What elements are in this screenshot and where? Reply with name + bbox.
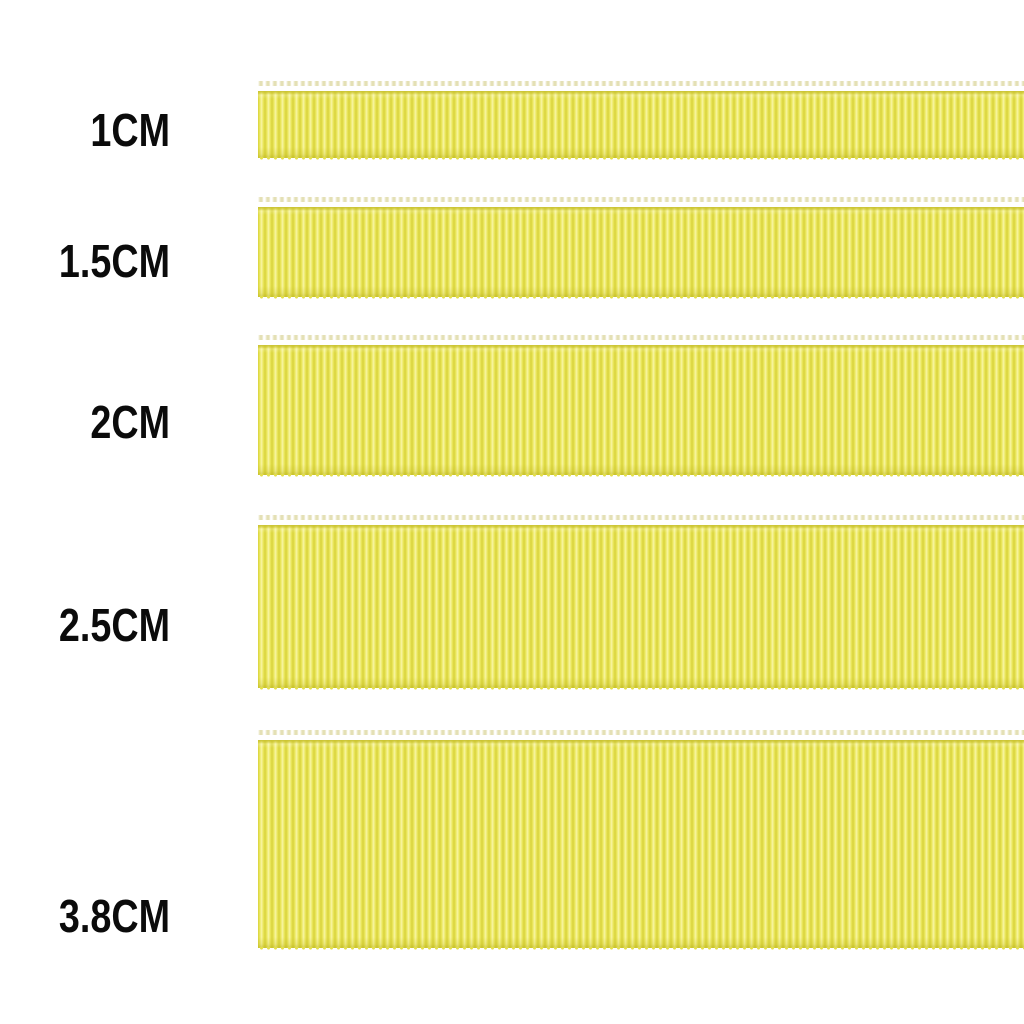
ribbon-swatch-2-5cm bbox=[258, 515, 1024, 692]
ribbon-width-label-2-5cm: 2.5CM bbox=[58, 599, 170, 651]
ribbon-width-label-2cm: 2CM bbox=[90, 396, 170, 448]
ribbon-swatch-3-8cm bbox=[258, 730, 1024, 952]
ribbon-swatch-2cm bbox=[258, 335, 1024, 479]
ribbon-width-label-3-8cm: 3.8CM bbox=[58, 890, 170, 942]
ribbon-swatch-1-5cm bbox=[258, 197, 1024, 301]
ribbon-swatch-1cm bbox=[258, 81, 1024, 162]
ribbon-width-label-1cm: 1CM bbox=[90, 104, 170, 156]
ribbon-width-label-1-5cm: 1.5CM bbox=[58, 235, 170, 287]
